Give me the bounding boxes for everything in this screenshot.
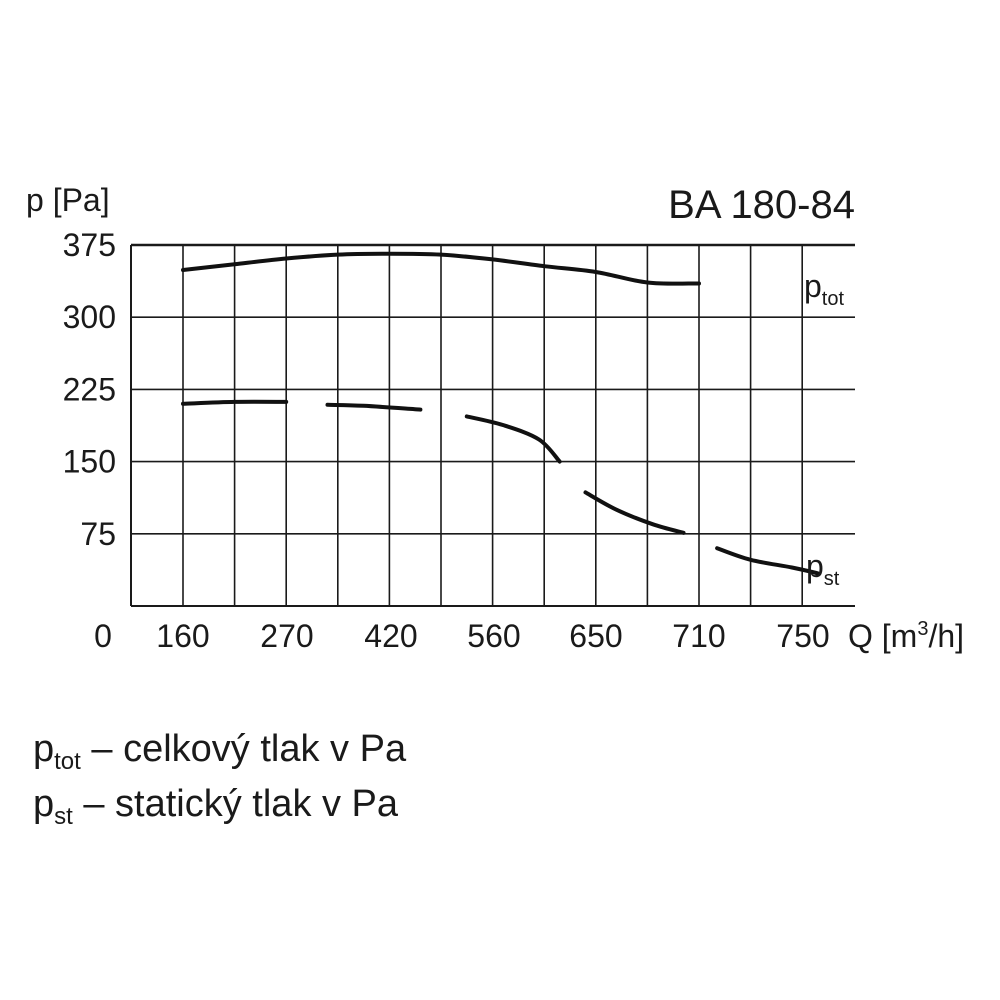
series-segment-pst xyxy=(181,399,289,406)
y-tick-label: 300 xyxy=(63,299,116,335)
axis-ticks: 75 150 225 300 375 160 270 420 560 650 710 750 xyxy=(63,227,830,654)
x-axis-label: Q [m3/h] xyxy=(848,618,964,654)
legend-pst-text: – statický tlak v Pa xyxy=(72,783,399,825)
ptot-curve-label: ptot xyxy=(804,268,844,310)
series-line-ptot xyxy=(181,251,701,286)
legend-ptot-symbol: p xyxy=(33,728,55,770)
x-axis-label-prefix: Q [m xyxy=(848,618,917,654)
series-segment-pst xyxy=(464,414,562,464)
legend-ptot-text: – celkový tlak v Pa xyxy=(80,728,407,770)
legend-ptot-sub: tot xyxy=(54,748,81,775)
x-tick-label: 710 xyxy=(672,618,725,654)
y-tick-label: 150 xyxy=(63,444,116,480)
pst-curve-label: pst xyxy=(806,548,840,590)
x-tick-label: 750 xyxy=(776,618,829,654)
chart-grid xyxy=(130,243,855,607)
chart-title: BA 180-84 xyxy=(668,183,855,227)
y-tick-label: 375 xyxy=(63,227,116,263)
x-origin-label: 0 xyxy=(94,618,112,654)
x-tick-label: 560 xyxy=(467,618,520,654)
series-segment-pst xyxy=(583,490,686,535)
x-axis-label-sup: 3 xyxy=(917,618,928,640)
x-tick-label: 650 xyxy=(569,618,622,654)
x-tick-label: 270 xyxy=(260,618,313,654)
legend-item-pst: pst – statický tlak v Pa xyxy=(33,785,398,829)
pst-label-symbol: p xyxy=(806,548,824,584)
y-tick-label: 75 xyxy=(80,516,116,552)
legend-pst-symbol: p xyxy=(33,783,55,825)
x-axis-label-suffix: /h] xyxy=(928,618,964,654)
x-tick-label: 420 xyxy=(364,618,417,654)
legend-pst-sub: st xyxy=(54,803,73,830)
ptot-label-symbol: p xyxy=(804,268,822,304)
pst-label-sub: st xyxy=(824,568,840,590)
x-tick-label: 160 xyxy=(156,618,209,654)
legend-item-ptot: ptot – celkový tlak v Pa xyxy=(33,730,406,774)
y-axis-label: p [Pa] xyxy=(26,182,110,218)
series-segment-pst xyxy=(325,402,423,412)
ptot-label-sub: tot xyxy=(822,288,845,310)
y-tick-label: 225 xyxy=(63,371,116,407)
chart-curves xyxy=(181,251,820,576)
series-segment-pst xyxy=(715,546,820,576)
